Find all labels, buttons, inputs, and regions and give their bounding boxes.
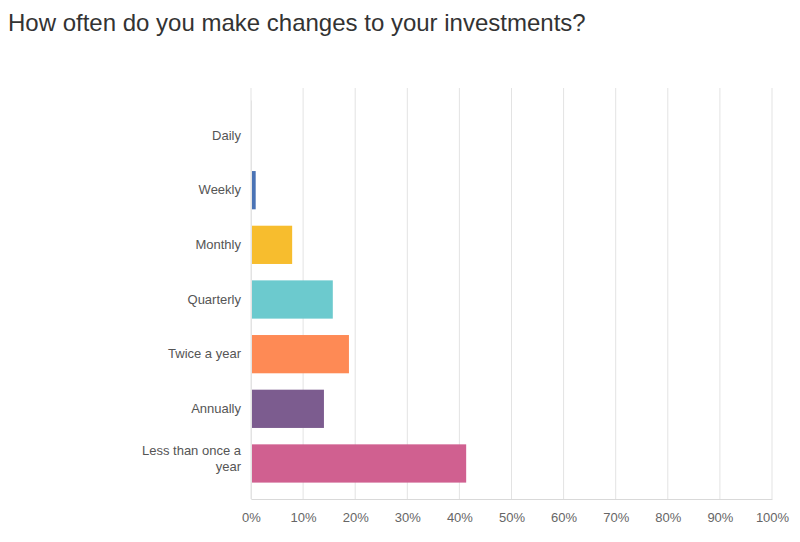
grid-line [355,88,356,499]
x-tick: 90% [707,499,733,525]
y-tick-label: Daily [212,128,241,143]
grid-line [667,88,668,499]
x-axis: 0% 10% 20% 30% 40% 50% 60% 70% 80% 90% 100% [242,499,789,525]
y-axis: Daily Weekly Monthly Quarterly Twice a year A… [142,101,252,500]
x-tick-label: 50% [499,510,525,525]
grid-line [772,88,773,499]
y-tick: Monthly [195,237,251,252]
x-tick-label: 100% [756,510,790,525]
x-tick-label: 90% [707,510,733,525]
bar [251,335,349,373]
chart: How often do you make changes to your in… [0,0,800,542]
grid-line [719,88,720,499]
y-axis-line [251,101,252,500]
x-tick: 50% [499,499,525,525]
y-tick-label: Twice a year [168,346,242,361]
y-tick: Annually [191,401,251,416]
y-tick: Weekly [199,182,251,197]
x-tick-label: 30% [395,510,421,525]
y-tick: Daily [212,128,251,143]
plot: 0% 10% 20% 30% 40% 50% 60% 70% 80% 90% 100% Daily We… [142,88,790,525]
grid-line [407,88,408,499]
grid-line [615,88,616,499]
y-tick: Quarterly [188,292,251,307]
y-tick-label: Weekly [199,182,242,197]
grid-line [563,88,564,499]
grid [251,88,772,499]
x-tick: 20% [343,499,369,525]
y-tick-label-line: Less than once a [142,443,242,458]
x-tick-label: 60% [551,510,577,525]
x-tick: 70% [603,499,629,525]
y-tick: Less than once ayear [142,443,251,474]
y-tick-label: Annually [191,401,241,416]
y-tick-label: Monthly [195,237,241,252]
bars [251,171,466,483]
x-tick-label: 10% [291,510,317,525]
x-tick: 0% [242,499,261,525]
x-tick-label: 70% [603,510,629,525]
grid-line [459,88,460,499]
x-tick-label: 20% [343,510,369,525]
x-tick: 80% [655,499,681,525]
x-tick: 40% [447,499,473,525]
x-tick: 10% [291,499,317,525]
y-tick-label: Less than once ayear [142,443,242,474]
x-tick-label: 40% [447,510,473,525]
bar [251,226,292,264]
x-tick: 30% [395,499,421,525]
x-tick-label: 0% [242,510,261,525]
y-tick: Twice a year [168,346,251,361]
grid-line [251,88,252,499]
grid-line [511,88,512,499]
x-tick: 60% [551,499,577,525]
bar [251,280,333,318]
y-tick-label: Quarterly [188,292,242,307]
bar [251,444,466,482]
bar [251,390,324,428]
x-tick-label: 80% [655,510,681,525]
x-tick: 100% [756,499,790,525]
y-tick-label-line: year [216,459,242,474]
title: How often do you make changes to your in… [8,9,586,36]
x-axis-line [252,499,773,500]
